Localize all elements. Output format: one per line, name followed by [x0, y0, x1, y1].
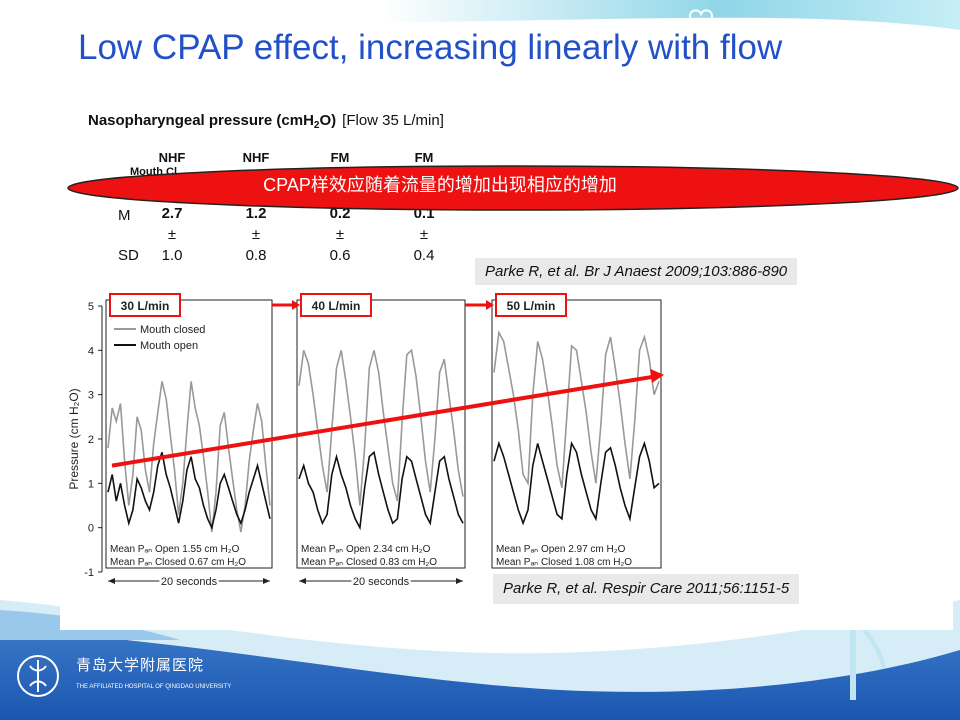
y-tick-label: 1 — [88, 478, 94, 490]
table-col-header: NHF — [158, 150, 186, 165]
y-tick-label: 0 — [88, 523, 94, 535]
table-title-sub: 2 — [313, 120, 320, 131]
chart-panel-frame — [105, 299, 273, 569]
flow-label: 50 L/min — [507, 299, 556, 313]
table-m-value: 1.2 — [245, 205, 267, 222]
time-scale-arrowhead — [263, 578, 270, 584]
flow-connector-arrowhead — [486, 300, 494, 310]
pressure-chart: -1 0 1 2 3 4 5 Pressure (cm H₂O) 30 L/min Mean Pₐ… — [67, 293, 664, 590]
mean-closed-label: Mean Pₐₙ Closed 0.83 cm H₂O — [301, 557, 437, 568]
table-col-header: NHF — [242, 150, 270, 165]
table-flow: [Flow 35 L/min] — [342, 112, 444, 129]
series-line-mouth-closed — [298, 348, 464, 506]
table-title-end: O) — [319, 112, 337, 129]
series-line-mouth-open — [493, 440, 660, 526]
y-tick-label: -1 — [84, 567, 94, 579]
table-m-value: 2.7 — [161, 205, 183, 222]
chart-panel-frame — [491, 299, 662, 569]
time-scale-arrowhead — [456, 578, 463, 584]
mean-closed-label: Mean Pₐₙ Closed 1.08 cm H₂O — [496, 557, 632, 568]
trend-arrowhead — [650, 368, 664, 383]
table-title-text: Nasopharyngeal pressure (cmH — [88, 112, 314, 129]
table-col-header: FM — [330, 150, 350, 165]
trend-arrow — [111, 374, 653, 468]
callout-text: CPAP样效应随着流量的增加出现相应的增加 — [263, 175, 617, 195]
table-pm: ± — [251, 226, 261, 243]
y-axis-label: Pressure (cm H₂O) — [67, 388, 81, 489]
flow-label: 30 L/min — [121, 299, 170, 313]
time-scale-arrowhead — [108, 578, 115, 584]
flow-label-box — [300, 293, 372, 317]
series-line-mouth-open — [298, 450, 464, 531]
chart-panel-frame — [296, 299, 466, 569]
table-pm: ± — [335, 226, 345, 243]
table-m-label: M — [118, 207, 131, 224]
table-m-value: 0.2 — [329, 205, 351, 222]
reference-1: Parke R, et al. Br J Anaest 2009;103:886… — [475, 258, 798, 285]
table-sd-label: SD — [118, 247, 139, 264]
table-sd-value: 0.8 — [245, 247, 267, 264]
series-line-mouth-closed — [493, 330, 660, 488]
legend-label-mouth-open: Mouth open — [140, 340, 198, 352]
legend-label-mouth-closed: Mouth closed — [140, 324, 205, 336]
table-title: Nasopharyngeal pressure (cmH2O) [Flow 35 … — [88, 112, 444, 131]
hospital-name: 青岛大学附属医院 — [76, 657, 205, 674]
y-tick-label: 5 — [88, 301, 94, 313]
flow-connector-arrowhead — [292, 300, 300, 310]
time-scale-label: 20 seconds — [161, 576, 218, 588]
hospital-name-en: THE AFFILIATED HOSPITAL OF QINGDAO UNIVE… — [76, 684, 232, 690]
flow-label-box — [495, 293, 567, 317]
table-sd-value: 0.4 — [413, 247, 435, 264]
table-col-header: FM — [414, 150, 434, 165]
time-scale-arrowhead — [299, 578, 306, 584]
flow-label: 40 L/min — [312, 299, 361, 313]
table-pm: ± — [167, 226, 177, 243]
y-tick-label: 3 — [88, 390, 94, 402]
mean-closed-label: Mean Pₐₙ Closed 0.67 cm H₂O — [110, 557, 246, 568]
mean-open-label: Mean Pₐₙ Open 1.55 cm H₂O — [110, 544, 240, 555]
callout-ellipse — [67, 165, 959, 211]
flow-label-box — [109, 293, 181, 317]
mean-open-label: Mean Pₐₙ Open 2.97 cm H₂O — [496, 544, 626, 555]
y-tick-label: 2 — [88, 434, 94, 446]
table-pm: ± — [419, 226, 429, 243]
time-scale-label: 20 seconds — [353, 576, 410, 588]
series-line-mouth-open — [107, 452, 271, 531]
y-tick-label: 4 — [88, 345, 94, 357]
reference-2: Parke R, et al. Respir Care 2011;56:1151… — [493, 574, 800, 604]
table-sd-value: 0.6 — [329, 247, 351, 264]
table-sd-value: 1.0 — [161, 247, 183, 264]
hospital-emblem-icon — [17, 655, 59, 697]
mean-open-label: Mean Pₐₙ Open 2.34 cm H₂O — [301, 544, 431, 555]
slide-title: Low CPAP effect, increasing linearly wit… — [78, 28, 783, 67]
